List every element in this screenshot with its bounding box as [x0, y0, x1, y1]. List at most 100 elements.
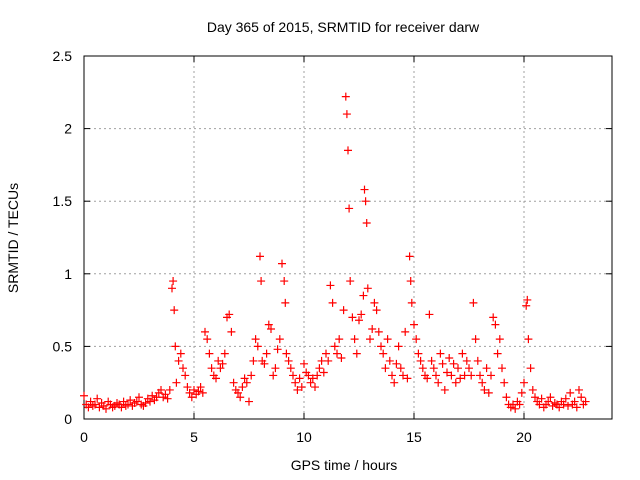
- data-points: [80, 92, 590, 413]
- data-point: [381, 364, 390, 373]
- data-point: [146, 397, 154, 406]
- data-point: [407, 298, 416, 307]
- data-point: [95, 403, 104, 412]
- data-point: [348, 313, 357, 322]
- data-point: [267, 324, 275, 333]
- data-point: [416, 356, 425, 365]
- data-point: [229, 378, 238, 387]
- data-point: [374, 327, 383, 336]
- data-point: [451, 378, 460, 387]
- data-point: [478, 378, 487, 387]
- data-point: [333, 349, 341, 358]
- data-point: [445, 354, 454, 363]
- data-point: [471, 335, 480, 344]
- data-point: [362, 218, 371, 227]
- data-point: [405, 252, 414, 261]
- data-point: [345, 204, 354, 213]
- data-point: [293, 385, 302, 394]
- data-point: [185, 388, 194, 397]
- data-point: [544, 397, 553, 406]
- data-point: [418, 364, 427, 373]
- data-point: [410, 320, 418, 329]
- data-point: [454, 364, 462, 373]
- data-point: [308, 374, 317, 383]
- data-point: [388, 371, 396, 380]
- data-point: [432, 371, 440, 380]
- data-point: [126, 396, 135, 405]
- data-point: [249, 356, 258, 365]
- data-point: [394, 342, 403, 351]
- data-point: [361, 197, 370, 206]
- data-point: [346, 277, 355, 286]
- data-point: [537, 394, 546, 403]
- data-point: [366, 335, 374, 344]
- y-tick-label: 2: [64, 121, 72, 137]
- data-point: [242, 378, 251, 387]
- data-point: [157, 385, 165, 394]
- data-point: [528, 385, 537, 394]
- x-tick-label: 0: [80, 429, 88, 445]
- data-point: [467, 371, 476, 380]
- data-point: [564, 401, 572, 410]
- data-point: [328, 298, 337, 307]
- y-axis-label: SRMTID / TECUs: [5, 183, 21, 293]
- data-point: [372, 306, 381, 315]
- data-point: [531, 393, 539, 402]
- data-point: [93, 394, 102, 403]
- data-point: [322, 349, 330, 358]
- data-point: [440, 385, 449, 394]
- plot-area-frame: [83, 55, 613, 420]
- data-point: [438, 359, 447, 368]
- data-point: [168, 284, 176, 293]
- data-point: [80, 391, 88, 400]
- data-point: [247, 371, 256, 380]
- data-point: [245, 397, 253, 406]
- data-point: [370, 298, 379, 307]
- x-tick-label: 15: [406, 429, 422, 445]
- data-point: [392, 359, 401, 368]
- data-point: [313, 371, 322, 380]
- data-point: [286, 364, 295, 373]
- data-point: [511, 404, 520, 413]
- data-point: [427, 356, 436, 365]
- data-point: [119, 397, 128, 406]
- data-point: [256, 252, 264, 261]
- data-point: [524, 335, 533, 344]
- data-point: [487, 371, 495, 380]
- axis-ticks: 0 5 10 15 20 0 0.5 1 1.5 2 2.5: [53, 48, 612, 445]
- data-point: [86, 397, 95, 406]
- data-point: [577, 393, 586, 402]
- data-point: [216, 364, 225, 373]
- data-point: [257, 277, 266, 286]
- data-point: [555, 403, 564, 412]
- data-point: [465, 364, 473, 373]
- data-point: [330, 342, 339, 351]
- data-point: [260, 359, 269, 368]
- grid-lines: [84, 56, 612, 419]
- data-point: [218, 359, 227, 368]
- data-point: [350, 335, 359, 344]
- data-point: [264, 320, 273, 329]
- data-point: [520, 378, 528, 387]
- data-point: [502, 393, 511, 402]
- data-point: [275, 335, 284, 344]
- y-tick-label: 2.5: [53, 48, 73, 64]
- data-point: [280, 277, 289, 286]
- data-point: [559, 400, 568, 409]
- data-point: [297, 383, 306, 392]
- data-point: [281, 298, 290, 307]
- data-point: [352, 349, 361, 358]
- data-point: [262, 349, 271, 358]
- data-point: [566, 388, 575, 397]
- data-point: [447, 371, 456, 380]
- data-point: [315, 364, 324, 373]
- data-point: [401, 327, 410, 336]
- data-point: [423, 374, 432, 383]
- data-point: [344, 146, 352, 155]
- data-point: [84, 403, 93, 412]
- data-point: [225, 310, 234, 319]
- data-point: [319, 368, 328, 377]
- data-point: [161, 390, 170, 399]
- data-point: [135, 393, 143, 402]
- data-point: [271, 364, 280, 373]
